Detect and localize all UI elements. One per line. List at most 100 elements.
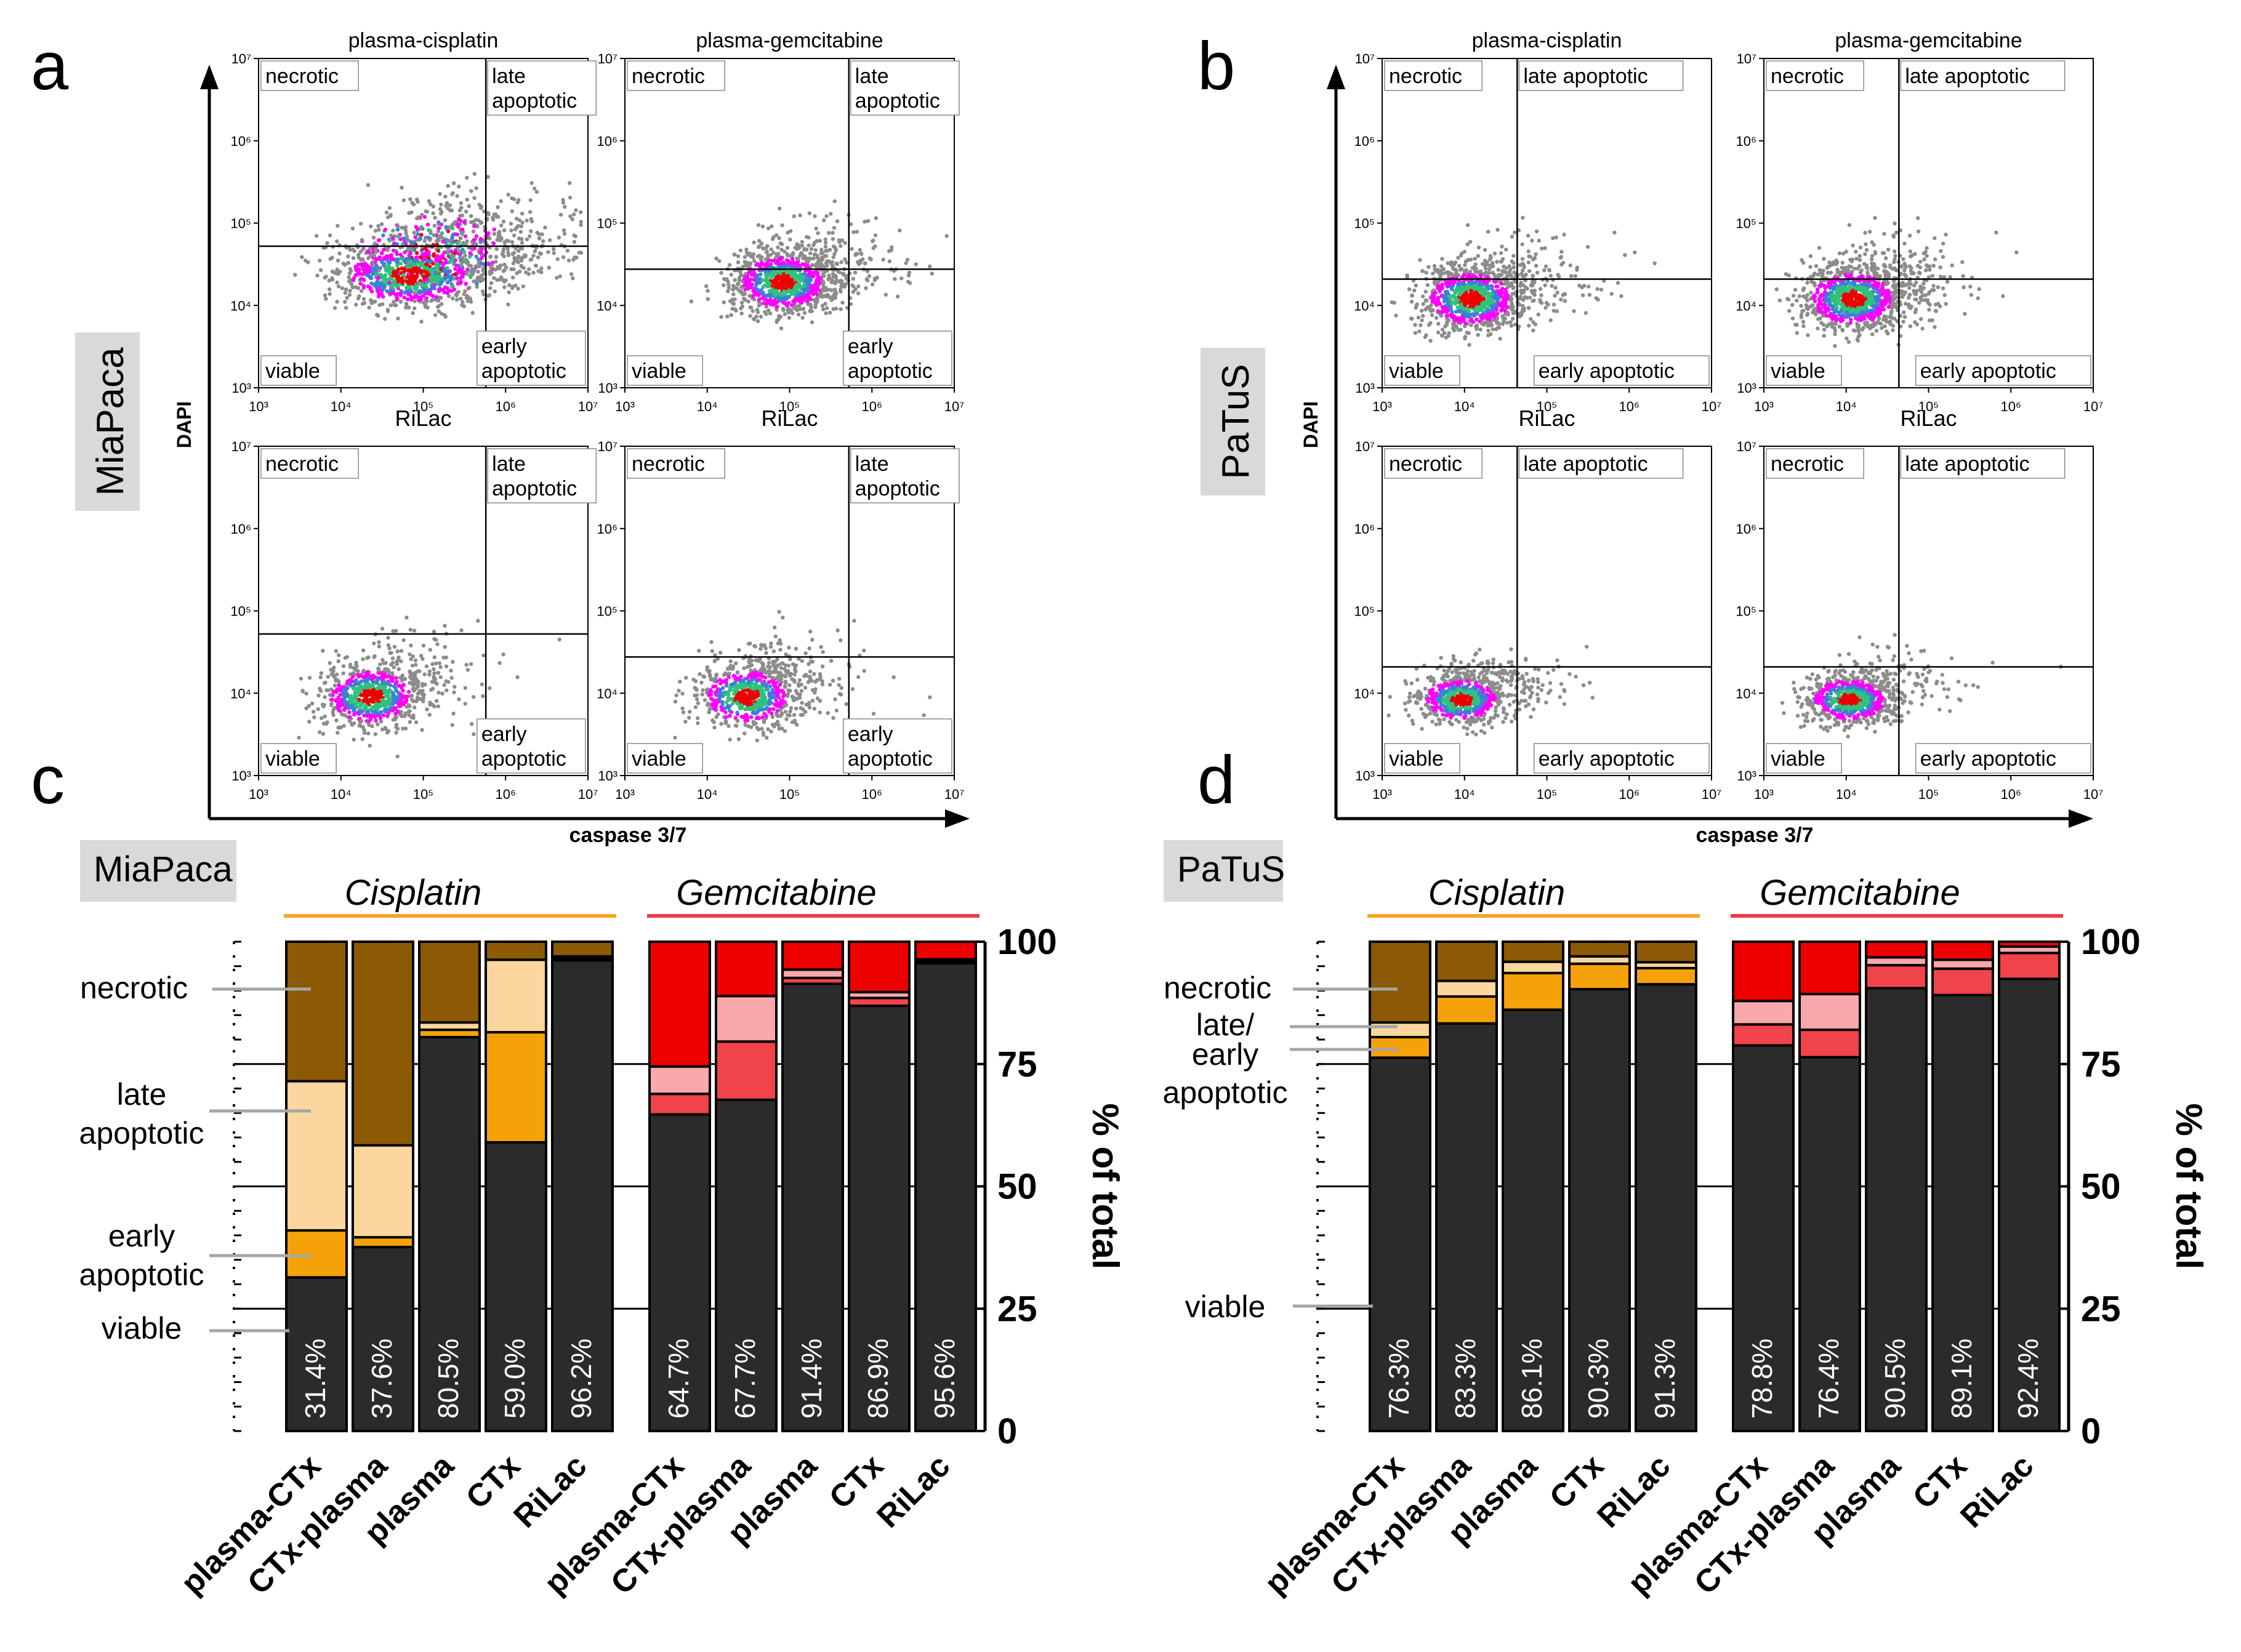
flow-event-dot bbox=[395, 649, 400, 654]
flow-event-dot bbox=[785, 246, 790, 250]
flow-event-dot bbox=[378, 716, 383, 721]
flow-event-dot bbox=[360, 238, 364, 242]
flow-event-dot bbox=[499, 199, 503, 203]
flow-event-dot bbox=[504, 278, 508, 283]
flow-event-dot bbox=[777, 236, 781, 240]
flow-event-dot bbox=[798, 278, 802, 283]
flow-event-dot bbox=[406, 703, 411, 707]
flow-event-dot bbox=[831, 231, 835, 235]
flow-event-dot bbox=[693, 705, 698, 710]
flow-event-dot bbox=[330, 697, 334, 702]
flow-event-dot bbox=[345, 655, 350, 659]
flow-event-dot bbox=[735, 670, 740, 675]
flow-event-dot bbox=[832, 199, 837, 204]
flow-event-dot bbox=[773, 702, 778, 707]
flow-event-dot bbox=[688, 710, 692, 714]
flow-event-dot bbox=[520, 220, 525, 225]
flow-event-dot bbox=[718, 651, 723, 655]
x-tick-label: 10⁴ bbox=[697, 399, 718, 414]
flow-event-dot bbox=[800, 316, 805, 320]
flow-event-dot bbox=[386, 712, 390, 716]
flow-event-dot bbox=[1512, 270, 1516, 275]
y-axis-main-b: DAPI bbox=[1300, 401, 1322, 448]
flow-event-dot bbox=[395, 257, 400, 262]
flow-event-dot bbox=[481, 209, 486, 214]
flow-event-dot bbox=[1531, 257, 1535, 262]
flow-event-dot bbox=[464, 282, 468, 286]
flow-event-dot bbox=[928, 695, 932, 700]
flow-event-dot bbox=[433, 215, 437, 220]
flow-event-dot bbox=[446, 294, 451, 299]
flow-event-dot bbox=[335, 280, 339, 285]
flow-event-dot bbox=[778, 276, 783, 281]
flow-event-dot bbox=[452, 181, 456, 185]
flow-event-dot bbox=[368, 744, 372, 748]
flow-event-dot bbox=[304, 691, 308, 696]
flow-event-dot bbox=[347, 710, 352, 715]
flow-event-dot bbox=[293, 273, 297, 277]
flow-event-dot bbox=[727, 713, 732, 718]
flow-event-dot bbox=[830, 260, 834, 264]
flow-event-dot bbox=[800, 239, 805, 244]
flow-event-dot bbox=[801, 707, 805, 712]
flow-event-dot bbox=[1486, 329, 1491, 333]
flow-event-dot bbox=[387, 281, 392, 285]
flow-event-dot bbox=[413, 658, 418, 663]
flow-event-dot bbox=[501, 219, 506, 224]
flow-event-dot bbox=[474, 254, 478, 259]
flow-event-dot bbox=[441, 656, 446, 660]
flow-event-dot bbox=[737, 648, 741, 652]
flow-event-dot bbox=[379, 689, 383, 694]
flow-event-dot bbox=[767, 282, 772, 287]
flow-event-dot bbox=[822, 218, 826, 222]
flow-event-dot bbox=[899, 276, 904, 281]
flow-event-dot bbox=[794, 304, 799, 308]
flow-event-dot bbox=[541, 239, 545, 243]
flow-event-dot bbox=[1504, 247, 1508, 252]
flow-event-dot bbox=[325, 241, 329, 246]
flow-event-dot bbox=[766, 727, 770, 732]
flow-event-dot bbox=[445, 688, 449, 692]
flow-event-dot bbox=[760, 278, 765, 283]
flow-event-dot bbox=[784, 681, 788, 685]
flow-event-dot bbox=[574, 208, 578, 212]
flow-event-dot bbox=[1534, 252, 1538, 257]
flow-event-dot bbox=[843, 257, 847, 262]
flow-event-dot bbox=[442, 290, 447, 295]
flow-event-dot bbox=[734, 724, 739, 728]
flow-event-dot bbox=[531, 270, 536, 275]
x-tick-label: 10⁶ bbox=[495, 399, 516, 414]
flow-event-dot bbox=[336, 731, 340, 735]
flow-event-dot bbox=[824, 249, 828, 253]
flow-event-dot bbox=[779, 676, 784, 681]
flow-event-dot bbox=[345, 295, 349, 300]
flow-event-dot bbox=[424, 296, 428, 300]
flow-event-dot bbox=[543, 225, 547, 230]
flow-event-dot bbox=[1436, 321, 1441, 326]
flow-event-dot bbox=[388, 288, 393, 293]
flow-event-dot bbox=[728, 666, 732, 670]
flow-event-dot bbox=[517, 249, 521, 253]
flow-event-dot bbox=[403, 711, 408, 716]
flow-event-dot bbox=[407, 281, 412, 286]
flow-event-dot bbox=[380, 627, 385, 631]
flow-event-dot bbox=[870, 282, 875, 287]
y-tick-label: 10³ bbox=[231, 768, 251, 784]
flow-event-dot bbox=[404, 268, 409, 273]
flow-event-dot bbox=[435, 262, 440, 267]
y-tick-label: 10⁶ bbox=[230, 521, 251, 537]
flow-event-dot bbox=[373, 228, 378, 233]
flow-event-dot bbox=[799, 295, 803, 300]
flow-event-dot bbox=[839, 260, 843, 265]
flow-event-dot bbox=[514, 217, 519, 221]
flow-event-dot bbox=[371, 235, 376, 240]
flow-event-dot bbox=[377, 668, 381, 673]
flow-event-dot bbox=[329, 687, 334, 692]
flow-event-dot bbox=[1492, 251, 1497, 255]
flow-event-dot bbox=[412, 689, 416, 693]
flow-event-dot bbox=[874, 216, 879, 220]
flow-event-dot bbox=[839, 289, 843, 294]
flow-event-dot bbox=[412, 299, 417, 303]
flow-event-dot bbox=[1409, 299, 1414, 304]
